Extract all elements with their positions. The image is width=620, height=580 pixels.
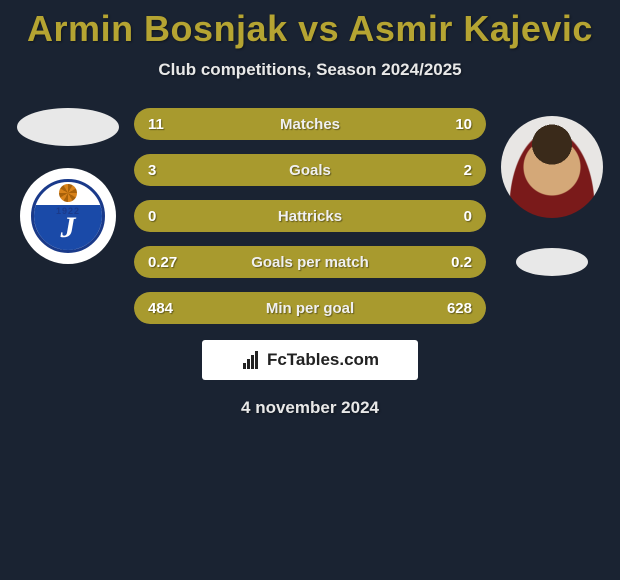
comparison-grid: 1922 J 1110Matches 32Goals 00Hattricks 0.27…	[0, 108, 620, 324]
brand-badge[interactable]: FcTables.com	[202, 340, 418, 380]
stat-label: Goals	[134, 162, 486, 179]
club-badge: 1922 J	[31, 179, 105, 253]
player-left-club-logo: 1922 J	[20, 168, 116, 264]
footer-date: 4 november 2024	[0, 398, 620, 418]
stat-label: Matches	[134, 116, 486, 133]
stat-label: Hattricks	[134, 208, 486, 225]
page-title: Armin Bosnjak vs Asmir Kajevic	[0, 8, 620, 50]
ball-icon	[59, 184, 77, 202]
bar-chart-icon	[241, 351, 261, 369]
player-right-club-placeholder	[516, 248, 588, 276]
stats-column: 1110Matches 32Goals 00Hattricks 0.270.2Goal…	[134, 108, 486, 324]
stat-label: Goals per match	[134, 254, 486, 271]
stat-row: 0.270.2Goals per match	[134, 246, 486, 278]
stat-row: 484628Min per goal	[134, 292, 486, 324]
stat-row: 32Goals	[134, 154, 486, 186]
subtitle: Club competitions, Season 2024/2025	[0, 60, 620, 80]
player-left-column: 1922 J	[12, 108, 124, 264]
brand-text: FcTables.com	[267, 350, 379, 370]
player-right-column	[496, 108, 608, 276]
comparison-card: Armin Bosnjak vs Asmir Kajevic Club comp…	[0, 0, 620, 418]
club-year: 1922	[56, 206, 80, 216]
stat-label: Min per goal	[134, 300, 486, 317]
club-badge-top	[34, 182, 102, 205]
player-left-photo-placeholder	[17, 108, 119, 146]
stat-row: 1110Matches	[134, 108, 486, 140]
stat-row: 00Hattricks	[134, 200, 486, 232]
player-right-photo	[501, 116, 603, 218]
